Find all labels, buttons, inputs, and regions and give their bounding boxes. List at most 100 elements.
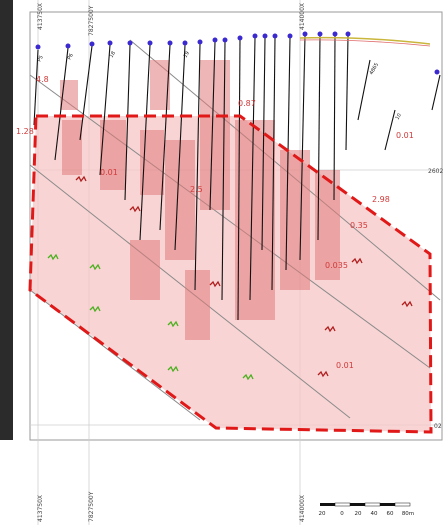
- topography-line-overlay: [299, 39, 431, 47]
- scale-bar: 20 0 20 40 60 80m: [319, 502, 414, 517]
- collar-marker: [212, 37, 218, 43]
- scale-label-5: 60: [387, 511, 394, 517]
- collar-marker: [252, 33, 258, 39]
- drillhole-trace: [237, 39, 241, 321]
- annotation-cluster-4: [165, 140, 195, 260]
- drillhole-trace: [261, 37, 266, 251]
- drillhole-trace: [249, 37, 256, 301]
- collar-marker: [332, 31, 338, 37]
- collar-marker: [262, 33, 268, 39]
- interpreted-domain-outline: [28, 114, 433, 434]
- left-panel-edge: [0, 0, 13, 440]
- scale-segment-3: [350, 503, 365, 506]
- drillhole-trace: [99, 44, 111, 176]
- drillhole-trace: [33, 49, 39, 126]
- annotation-cluster-12: [150, 60, 170, 110]
- drillhole-trace: [431, 74, 441, 111]
- grade-value-5: 2.98: [372, 195, 390, 204]
- grid-label-top-3: 414000X: [299, 3, 306, 30]
- drillhole-collars: [35, 31, 440, 75]
- drillhole-trace: [159, 44, 171, 231]
- vein-symbol: [47, 253, 59, 261]
- collar-marker: [237, 35, 243, 41]
- grade-value-10: 0.01: [100, 168, 118, 177]
- scale-segment-1: [320, 503, 335, 506]
- scale-label-3: 20: [355, 511, 362, 517]
- collar-marker: [127, 40, 133, 46]
- scale-label-2: 0: [340, 511, 344, 517]
- drillhole-trace: [357, 59, 371, 121]
- annotation-cluster-9: [130, 240, 160, 300]
- grid-label-top-1: 413750X: [37, 3, 44, 30]
- collar-marker: [35, 44, 41, 50]
- collar-marker: [167, 40, 173, 46]
- scale-label-1: 20: [319, 511, 326, 517]
- drillhole-trace: [317, 35, 321, 241]
- bottom-grid-labels: 413750X 7827500Y 414000X: [37, 491, 306, 522]
- vein-symbol: [209, 280, 221, 288]
- grade-value-6: 2.5: [190, 185, 203, 194]
- collar-label-3: 18: [109, 50, 117, 59]
- vein-symbols-green: [47, 253, 254, 381]
- annotation-cluster-10: [185, 270, 210, 340]
- drillhole-trace: [124, 44, 131, 201]
- scale-segment-4: [364, 502, 381, 507]
- vein-symbol: [75, 175, 87, 183]
- grade-value-3: 0.87: [238, 99, 256, 108]
- collar-marker: [345, 31, 351, 37]
- annotation-cluster-7: [280, 150, 310, 290]
- structure-line-1: [29, 74, 431, 369]
- annotation-cluster-2: [100, 120, 126, 190]
- drillhole-trace: [174, 44, 186, 251]
- grid-label-bottom-1: 413750X: [37, 495, 44, 522]
- collar-label-5: 4865: [369, 62, 381, 76]
- vein-symbol: [129, 205, 141, 213]
- annotation-cluster-5: [200, 60, 230, 210]
- scale-segment-5: [380, 503, 395, 506]
- vein-symbol: [167, 365, 179, 373]
- drillhole-trace: [271, 37, 276, 291]
- drillhole-trace: [209, 41, 216, 211]
- grid-label-bottom-2: 7827500Y: [88, 491, 95, 522]
- map-frame: [29, 11, 443, 441]
- drillhole-trace: [139, 44, 151, 241]
- grade-value-9: 0.035: [325, 261, 348, 270]
- top-grid-labels: 413750X 7827500Y 414000X: [37, 3, 306, 36]
- collar-marker: [434, 69, 440, 75]
- vein-symbol: [89, 263, 101, 271]
- grade-value-8: 0.01: [336, 361, 354, 370]
- collar-marker: [287, 33, 293, 39]
- grid-label-right-2: 02: [434, 423, 442, 430]
- drillhole-trace: [345, 35, 349, 151]
- collar-marker: [89, 41, 95, 47]
- collar-marker: [302, 31, 308, 37]
- collar-marker: [197, 39, 203, 45]
- grid-label-top-2: 7827500Y: [88, 5, 95, 36]
- collar-label-2: P6: [67, 53, 75, 61]
- drillhole-trace: [285, 37, 291, 271]
- drillhole-trace: [299, 35, 306, 261]
- drillhole-trace: [384, 109, 396, 151]
- annotation-cluster-1: [62, 120, 82, 175]
- vein-symbol: [351, 257, 363, 265]
- annotation-cluster-6: [235, 120, 275, 320]
- collar-marker: [222, 37, 228, 43]
- right-grid-labels: 2602 02: [428, 168, 443, 430]
- collar-marker: [272, 33, 278, 39]
- drillhole-traces: [33, 35, 441, 321]
- grade-values: 4.8 1.28 0.87 0.01 2.98 2.5 0.35 0.01 0.…: [16, 75, 414, 370]
- grade-value-7: 0.35: [350, 221, 368, 230]
- grade-value-4: 0.01: [396, 131, 414, 140]
- collar-labels: P5 P6 18 19 4865 10: [37, 50, 403, 121]
- collar-marker: [147, 40, 153, 46]
- vein-symbols-red: [75, 175, 413, 378]
- grid-label-right-1: 2602: [428, 168, 443, 175]
- vein-symbol: [242, 373, 254, 381]
- annotation-cluster-11: [60, 80, 78, 110]
- vein-symbol: [324, 325, 336, 333]
- drillhole-trace: [54, 47, 69, 161]
- collar-marker: [107, 40, 113, 46]
- grid-label-bottom-3: 414000X: [299, 495, 306, 522]
- collar-marker: [317, 31, 323, 37]
- vein-symbol: [401, 300, 413, 308]
